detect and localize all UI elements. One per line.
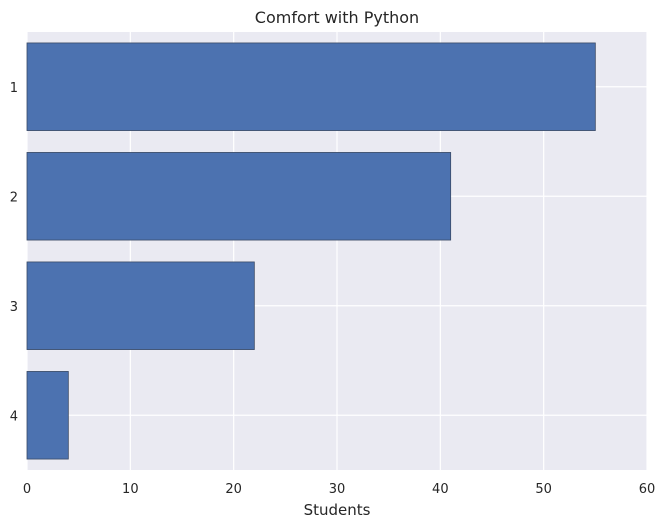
x-tick-label: 10	[122, 482, 139, 497]
bar-1	[26, 42, 596, 131]
x-tick-labels: 0 10 20 30 40 50 60	[23, 482, 655, 497]
y-tick-label: 4	[10, 409, 18, 424]
y-tick-label: 3	[10, 300, 18, 315]
bars	[26, 42, 596, 460]
chart-title: Comfort with Python	[255, 8, 419, 27]
y-tick-label: 2	[10, 190, 18, 205]
x-axis-label: Students	[304, 501, 371, 519]
x-tick-label: 50	[535, 482, 552, 497]
x-tick-label: 60	[639, 482, 656, 497]
bar-2	[26, 152, 452, 241]
x-tick-label: 40	[432, 482, 449, 497]
bar-4	[26, 371, 69, 460]
y-tick-labels: 1 2 3 4	[10, 81, 18, 425]
x-tick-label: 30	[329, 482, 346, 497]
x-tick-label: 0	[23, 482, 31, 497]
x-tick-label: 20	[225, 482, 242, 497]
y-tick-label: 1	[10, 81, 18, 96]
bar-3	[26, 261, 255, 350]
